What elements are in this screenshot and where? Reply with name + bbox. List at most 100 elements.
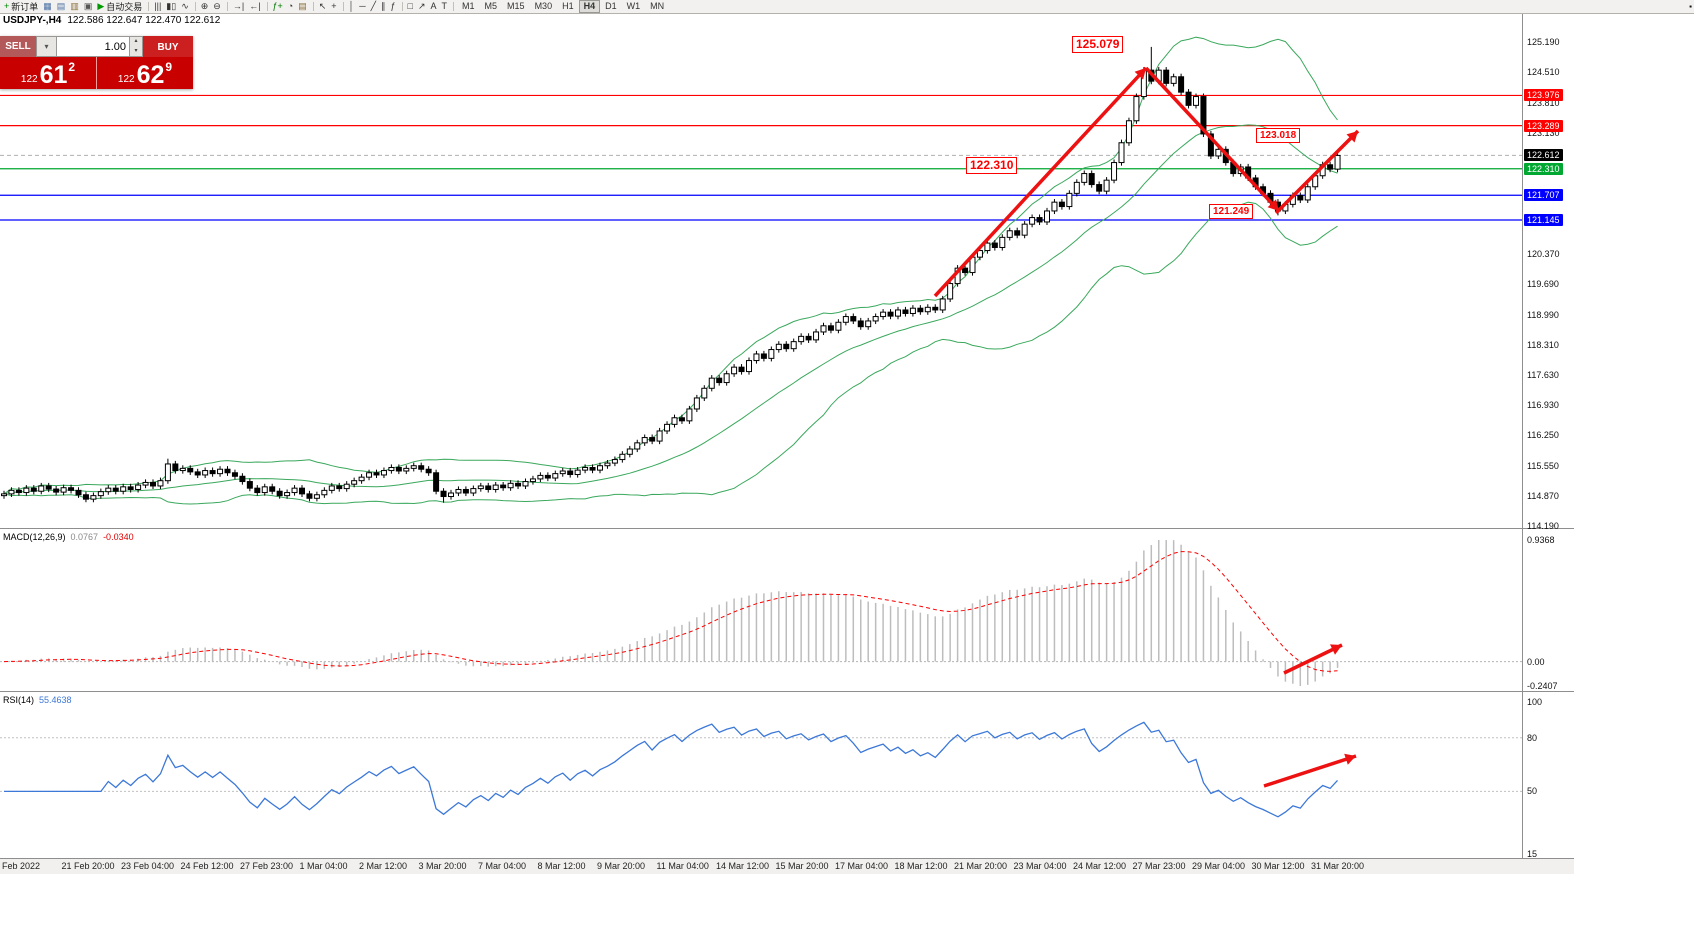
timeframe-M30[interactable]: M30	[534, 1, 553, 11]
cursor-icon[interactable]: ↖	[317, 0, 329, 13]
date-label: 18 Mar 12:00	[894, 861, 948, 871]
chart-window-icon: ▦	[43, 1, 52, 11]
text-label-icon[interactable]: T	[440, 0, 450, 13]
auto-scroll-icon: →|	[232, 1, 245, 11]
timeframe-H4[interactable]: H4	[578, 0, 601, 13]
horizontal-line-icon[interactable]: ─	[357, 0, 367, 13]
zoom-in-icon[interactable]: ⊕	[199, 0, 211, 13]
rsi-pane[interactable]	[0, 692, 1522, 858]
templates-icon: ▤	[298, 1, 307, 11]
autotrading-icon: ▶	[97, 1, 105, 11]
price-tag: 121.707	[1524, 189, 1563, 202]
timeframe-M5[interactable]: M5	[484, 1, 498, 11]
date-label: 27 Feb 23:00	[240, 861, 294, 871]
bollinger-upper-band	[3, 36, 1338, 495]
crosshair-icon[interactable]: +	[329, 0, 338, 13]
price-scale-divider	[1522, 13, 1523, 858]
pane-separator[interactable]	[0, 691, 1574, 692]
line-chart-icon[interactable]: ∿	[179, 0, 191, 13]
price-scale[interactable]: 125.190 124.510 123.810 123.130 120.370 119.6…	[1523, 0, 1694, 943]
date-label: 8 Mar 12:00	[537, 861, 586, 871]
crosshair-icon: +	[331, 1, 337, 11]
date-label: 11 Mar 04:00	[656, 861, 709, 871]
price-tag: 122.310	[1524, 162, 1563, 175]
market-watch-icon[interactable]: ▤	[55, 0, 68, 13]
date-label: 27 Mar 23:00	[1132, 861, 1186, 871]
auto-scroll-icon[interactable]: →|	[231, 0, 246, 13]
chart-shift-icon: ←|	[249, 1, 261, 11]
date-label: 15 Mar 20:00	[775, 861, 829, 871]
date-label: 2 Mar 12:00	[359, 861, 408, 871]
buy-price-prefix: 122	[117, 74, 135, 85]
timeframe-MN[interactable]: MN	[650, 1, 665, 11]
timeframe-M15[interactable]: M15	[507, 1, 525, 11]
price-scale-label: 119.690	[1527, 279, 1559, 289]
bar-chart-icon[interactable]: |||	[152, 0, 163, 13]
macd-main-value: 0.0767	[70, 532, 99, 542]
lot-decrement-button[interactable]: ▾	[130, 46, 142, 56]
date-label: 24 Feb 12:00	[180, 861, 234, 871]
date-label: 1 Mar 04:00	[299, 861, 348, 871]
trend-arrow[interactable]	[933, 66, 1148, 298]
horizontal-line-icon: ─	[359, 1, 366, 11]
macd-title: MACD(12,26,9) 0.0767 -0.0340	[3, 532, 134, 542]
date-label: 9 Mar 20:00	[597, 861, 646, 871]
buy-button[interactable]: BUY	[143, 36, 193, 57]
templates-icon[interactable]: ▤	[296, 0, 309, 13]
lot-increment-button[interactable]: ▴	[130, 37, 142, 47]
quote-line: USDJPY-,H4 122.586 122.647 122.470 122.61…	[3, 15, 220, 26]
timeframe-M1[interactable]: M1	[462, 1, 475, 11]
periods-icon[interactable]: ◔	[286, 0, 295, 13]
date-label: 14 Mar 12:00	[716, 861, 770, 871]
trendline-icon[interactable]: ╱	[369, 0, 378, 13]
trade-panel-controls: SELL ▾ ▴ ▾ BUY	[0, 36, 193, 57]
lot-dropdown[interactable]: ▾	[36, 36, 56, 57]
date-label: Feb 2022	[2, 861, 41, 871]
indicators-icon: ƒ+	[272, 1, 283, 11]
text-icon[interactable]: A	[429, 0, 439, 13]
timeframe-H1[interactable]: H1	[562, 1, 574, 11]
price-scale-label: 124.510	[1527, 66, 1560, 77]
vertical-line-icon[interactable]: │	[347, 0, 357, 13]
indicators-icon[interactable]: ƒ+	[271, 0, 285, 13]
lot-size-input[interactable]	[56, 36, 130, 57]
buy-price-display[interactable]: 122 62 9	[97, 57, 193, 89]
price-scale-label: 114.870	[1527, 491, 1559, 502]
trend-arrow[interactable]	[1263, 753, 1357, 788]
candlestick-chart-icon[interactable]: ▮▯	[164, 0, 178, 13]
symbol-title: USDJPY-,H4	[3, 15, 62, 26]
sell-price-display[interactable]: 122 61 2	[0, 57, 97, 89]
toolbar-overflow-icon[interactable]: ▪	[1689, 2, 1692, 11]
new-order-button[interactable]: + 新订单	[2, 0, 40, 13]
zoom-in-icon: ⊕	[200, 1, 209, 11]
navigator-icon[interactable]: ▥	[68, 0, 81, 13]
trend-arrow[interactable]	[1144, 66, 1281, 213]
price-pane[interactable]	[0, 13, 1522, 528]
timeframe-W1[interactable]: W1	[626, 1, 641, 11]
text-icon: A	[430, 1, 437, 11]
chart-window-icon[interactable]: ▦	[41, 0, 54, 13]
line-chart-icon: ∿	[181, 1, 189, 11]
trend-arrow[interactable]	[1283, 643, 1343, 675]
time-axis[interactable]: Feb 2022 21 Feb 20:00 23 Feb 04:00 24 Feb 1…	[0, 858, 1574, 874]
sell-button[interactable]: SELL	[0, 36, 36, 57]
pane-separator[interactable]	[0, 528, 1574, 529]
shapes-icon[interactable]: □	[406, 0, 415, 13]
macd-p ane[interactable]	[0, 529, 1522, 691]
sell-price-prefix: 122	[20, 74, 38, 85]
rsi-title: RSI(14) 55.4638	[3, 695, 72, 705]
channel-icon[interactable]: ∥	[379, 0, 388, 13]
trendline-icon: ╱	[370, 1, 376, 11]
autotrading-button[interactable]: ▶ 自动交易	[95, 0, 144, 13]
market-watch-icon: ▤	[56, 1, 66, 11]
terminal-icon[interactable]: ▣	[82, 0, 95, 13]
price-tag: 123.289	[1524, 119, 1563, 132]
price-scale-label: 116.930	[1527, 400, 1559, 411]
zoom-out-icon[interactable]: ⊖	[211, 0, 223, 13]
toolbar-separator	[226, 2, 228, 11]
fibonacci-icon[interactable]: ƒ	[389, 0, 398, 13]
chart-shift-icon[interactable]: ←|	[247, 0, 262, 13]
trend-arrow[interactable]	[1274, 129, 1360, 215]
arrows-icon[interactable]: ↗	[416, 0, 428, 13]
timeframe-D1[interactable]: D1	[605, 1, 617, 11]
